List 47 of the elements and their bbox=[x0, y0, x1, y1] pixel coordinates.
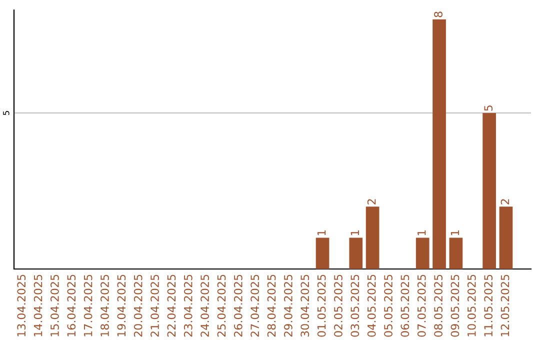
x-tick-label: 29.04.2025 bbox=[284, 274, 292, 337]
x-tick-label: 13.04.2025 bbox=[17, 274, 26, 336]
ref-line-label: 5 bbox=[3, 111, 10, 115]
data-label: 1 bbox=[450, 230, 460, 236]
x-tick-label: 22.04.2025 bbox=[167, 274, 176, 337]
x-tick-label: 09.05.2025 bbox=[450, 274, 460, 337]
x-tick-label: 17.04.2025 bbox=[84, 274, 92, 336]
x-tick-label: 03.05.2025 bbox=[350, 274, 360, 337]
x-tick-label: 27.04.2025 bbox=[250, 274, 260, 337]
x-tick-label: 25.04.2025 bbox=[217, 274, 226, 337]
x-tick-label: 18.04.2025 bbox=[100, 274, 109, 336]
bar bbox=[499, 206, 513, 269]
bar bbox=[316, 238, 330, 269]
x-tick-label: 21.04.2025 bbox=[150, 274, 159, 337]
x-tick-label: 02.05.2025 bbox=[334, 274, 342, 337]
x-tick-label: 14.04.2025 bbox=[34, 274, 42, 336]
x-tick-label: 01.05.2025 bbox=[317, 274, 326, 337]
bar bbox=[366, 206, 380, 269]
bar bbox=[349, 238, 363, 269]
x-tick-label: 20.04.2025 bbox=[134, 274, 142, 337]
bar bbox=[432, 19, 446, 269]
x-tick-label: 19.04.2025 bbox=[117, 274, 126, 336]
x-tick-label: 05.05.2025 bbox=[384, 274, 392, 337]
data-label: 2 bbox=[500, 199, 510, 204]
bar bbox=[482, 112, 496, 269]
x-tick-label: 24.04.2025 bbox=[200, 274, 210, 337]
x-tick-label: 06.05.2025 bbox=[400, 274, 410, 337]
data-label: 1 bbox=[418, 230, 426, 236]
data-label: 2 bbox=[367, 199, 376, 204]
x-tick-label: 16.04.2025 bbox=[67, 274, 76, 336]
x-tick-label: 23.04.2025 bbox=[184, 274, 192, 337]
x-tick-label: 10.05.2025 bbox=[467, 274, 476, 336]
bar bbox=[449, 238, 463, 269]
x-tick-label: 12.05.2025 bbox=[500, 274, 510, 336]
x-tick-label: 15.04.2025 bbox=[50, 274, 59, 336]
x-tick-label: 28.04.2025 bbox=[267, 274, 276, 337]
x-tick-label: 26.04.2025 bbox=[234, 274, 242, 337]
x-tick-label: 11.05.2025 bbox=[484, 274, 493, 336]
data-label: 5 bbox=[484, 105, 493, 111]
x-tick-label: 07.05.2025 bbox=[417, 274, 426, 337]
data-label: 8 bbox=[434, 12, 442, 18]
bar bbox=[416, 238, 430, 269]
data-label: 1 bbox=[318, 230, 326, 236]
x-tick-label: 30.04.2025 bbox=[300, 274, 310, 337]
x-tick-label: 08.05.2025 bbox=[434, 274, 442, 337]
data-label: 1 bbox=[350, 230, 359, 236]
x-tick-label: 04.05.2025 bbox=[367, 274, 376, 337]
